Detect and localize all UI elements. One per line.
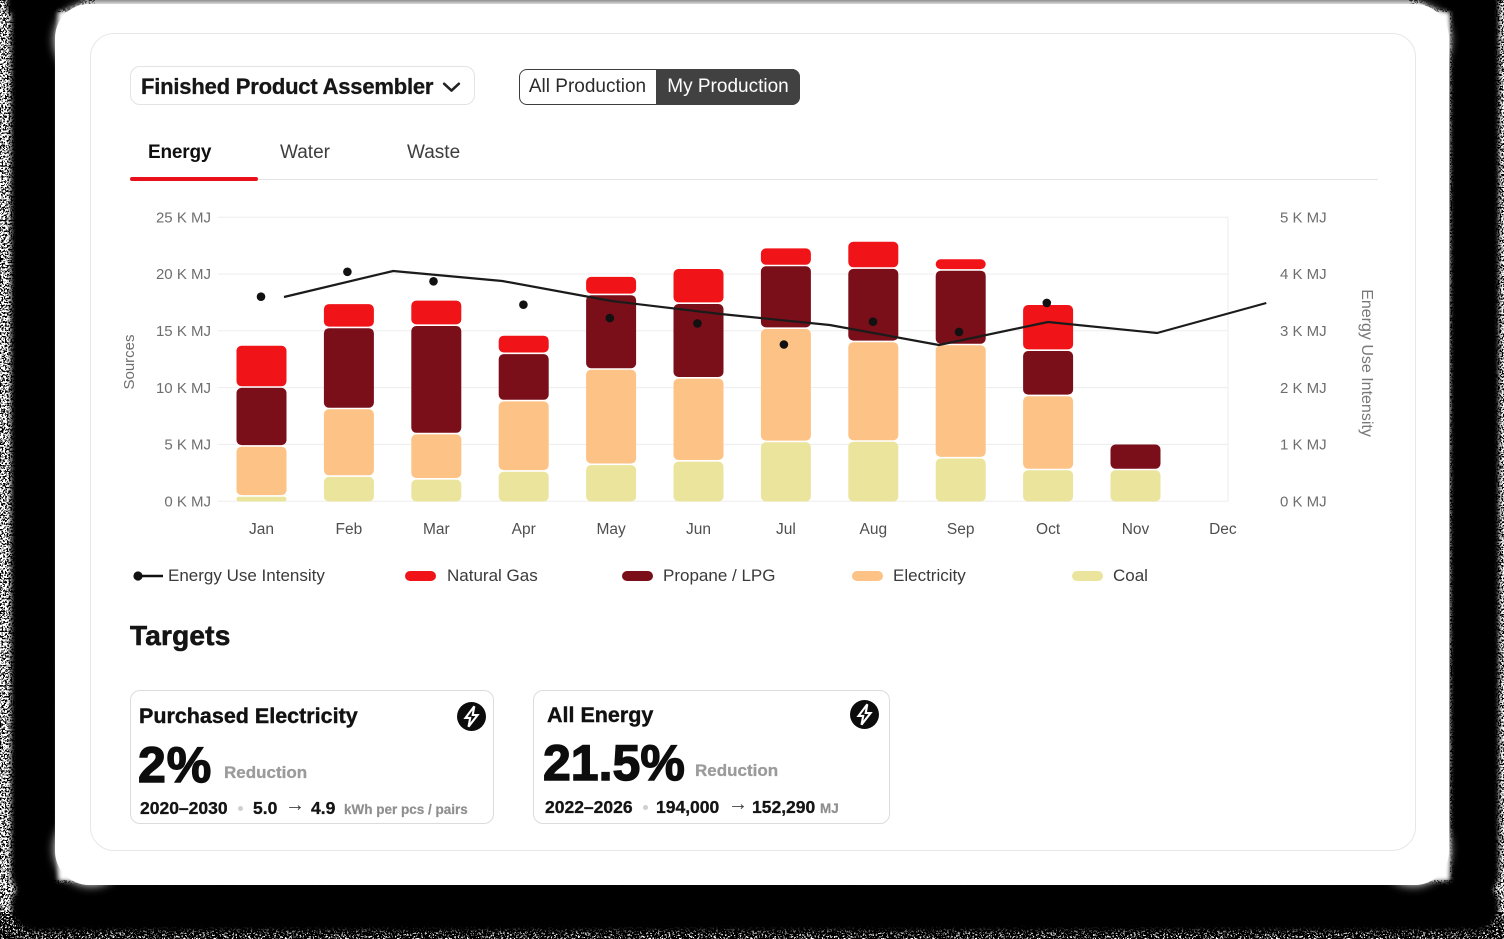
svg-text:Dec: Dec bbox=[1209, 521, 1237, 538]
svg-text:Sources: Sources bbox=[121, 334, 138, 389]
svg-text:Apr: Apr bbox=[512, 521, 536, 538]
svg-text:Mar: Mar bbox=[423, 521, 450, 538]
svg-text:Sep: Sep bbox=[947, 521, 975, 538]
svg-text:Jul: Jul bbox=[776, 521, 796, 538]
svg-text:Nov: Nov bbox=[1122, 521, 1150, 538]
svg-text:4 K MJ: 4 K MJ bbox=[1280, 266, 1327, 283]
svg-text:2 K MJ: 2 K MJ bbox=[1280, 380, 1327, 397]
svg-text:0 K MJ: 0 K MJ bbox=[1280, 493, 1327, 510]
svg-text:Jan: Jan bbox=[249, 521, 274, 538]
svg-text:1 K MJ: 1 K MJ bbox=[1280, 437, 1327, 454]
svg-text:3 K MJ: 3 K MJ bbox=[1280, 323, 1327, 340]
svg-text:5 K MJ: 5 K MJ bbox=[1280, 209, 1327, 226]
svg-text:Feb: Feb bbox=[336, 521, 363, 538]
svg-text:25 K MJ: 25 K MJ bbox=[156, 209, 211, 226]
svg-text:Jun: Jun bbox=[686, 521, 711, 538]
svg-text:0 K MJ: 0 K MJ bbox=[164, 493, 211, 510]
svg-text:Energy Use Intensity: Energy Use Intensity bbox=[1358, 289, 1375, 437]
svg-text:May: May bbox=[596, 521, 626, 538]
svg-text:5 K MJ: 5 K MJ bbox=[164, 437, 211, 454]
svg-text:15 K MJ: 15 K MJ bbox=[156, 323, 211, 340]
svg-text:Aug: Aug bbox=[860, 521, 888, 538]
svg-text:10 K MJ: 10 K MJ bbox=[156, 380, 211, 397]
svg-text:20 K MJ: 20 K MJ bbox=[156, 266, 211, 283]
svg-text:Oct: Oct bbox=[1036, 521, 1061, 538]
